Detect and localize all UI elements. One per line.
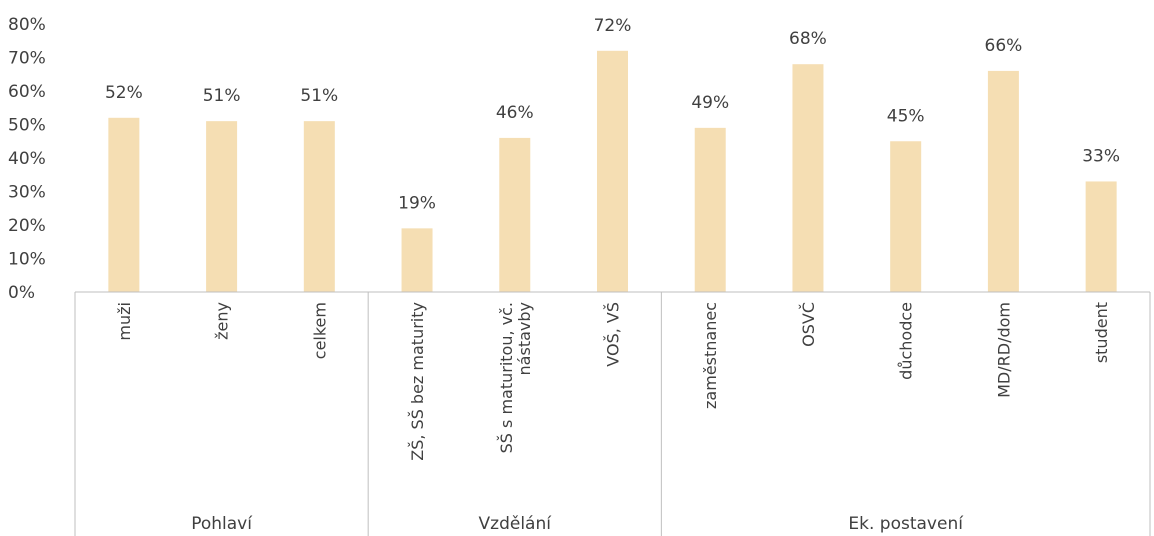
group-label: Vzdělání	[479, 514, 553, 534]
category-label: OSVČ	[799, 302, 818, 347]
data-label: 19%	[398, 193, 436, 213]
category-label: VOŠ, VŠ	[604, 302, 623, 367]
bar	[792, 64, 824, 292]
category-label: nástavby	[515, 302, 534, 375]
group-label: Pohlaví	[191, 514, 253, 534]
data-label: 46%	[496, 103, 534, 123]
data-label: 68%	[789, 29, 827, 49]
data-label: 51%	[203, 86, 241, 106]
data-label: 72%	[594, 16, 632, 36]
bar	[694, 127, 726, 292]
y-tick-label: 40%	[8, 149, 46, 169]
y-tick-label: 50%	[8, 116, 46, 136]
bar	[401, 228, 433, 292]
data-label: 51%	[300, 86, 338, 106]
bar	[597, 50, 628, 292]
y-tick-label: 30%	[8, 183, 46, 203]
y-tick-label: 10%	[8, 250, 46, 270]
data-label: 45%	[887, 106, 925, 126]
category-label: zaměstnanec	[701, 302, 720, 409]
bar	[499, 137, 531, 292]
bar	[1085, 181, 1117, 292]
category-label: MD/RD/dom	[994, 302, 1013, 398]
bar	[890, 141, 922, 292]
data-label: 49%	[691, 93, 729, 113]
data-label: 66%	[985, 36, 1023, 56]
data-label: 52%	[105, 83, 143, 103]
category-label: důchodce	[897, 302, 916, 380]
y-tick-label: 20%	[8, 216, 46, 236]
bar	[987, 70, 1019, 293]
data-label: 33%	[1082, 146, 1120, 166]
bar	[206, 121, 238, 293]
category-label: SŠ s maturitou, vč.	[497, 302, 516, 453]
bar	[108, 117, 140, 292]
y-tick-label: 0%	[8, 283, 35, 303]
category-label: celkem	[310, 302, 329, 359]
bar	[303, 121, 335, 293]
group-label: Ek. postavení	[848, 514, 964, 534]
category-label: ženy	[213, 302, 232, 340]
category-label: ZŠ, SŠ bez maturity	[408, 302, 427, 461]
y-tick-label: 70%	[8, 49, 46, 69]
y-tick-label: 60%	[8, 82, 46, 102]
category-label: muži	[115, 302, 134, 341]
category-label: student	[1092, 302, 1111, 363]
y-tick-label: 80%	[8, 15, 46, 35]
